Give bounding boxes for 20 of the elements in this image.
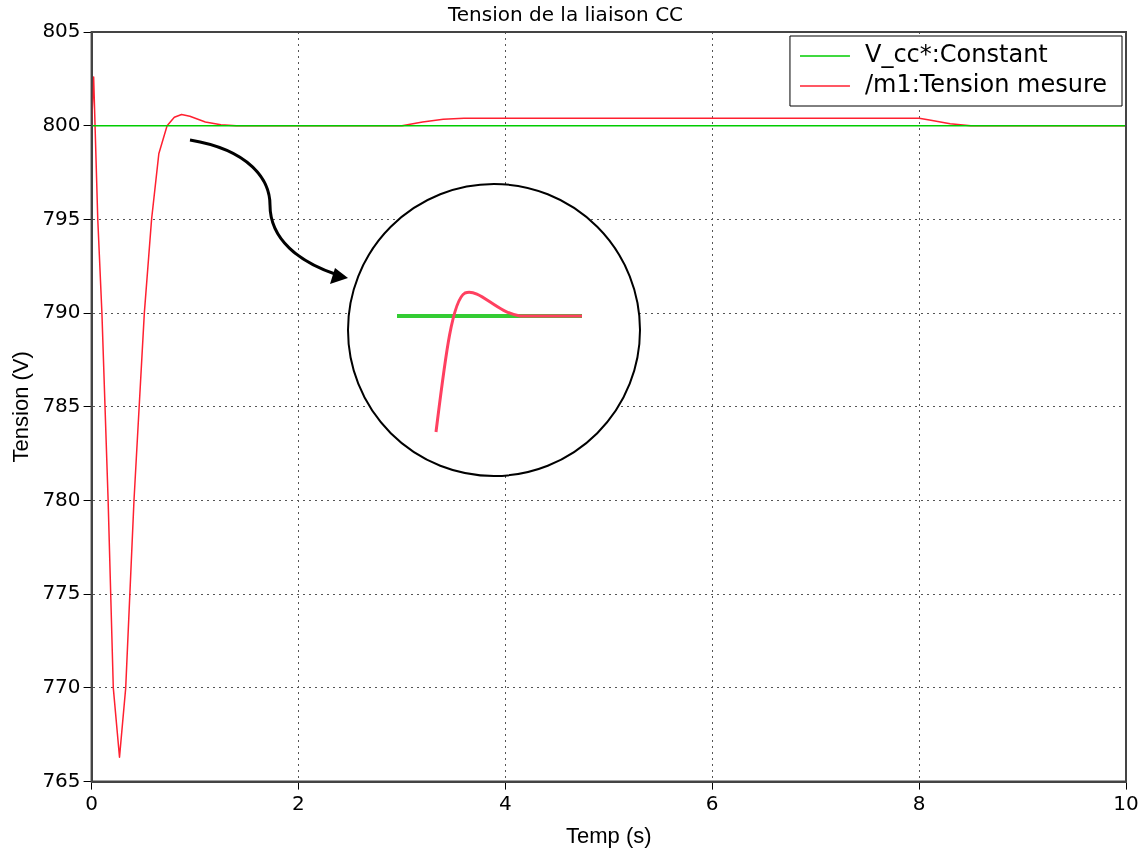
y-axis-title: Tension (V) xyxy=(8,351,34,463)
x-tick-label: 8 xyxy=(912,790,926,815)
y-tick-label: 770 xyxy=(42,674,81,699)
x-tick-label: 6 xyxy=(705,790,719,815)
x-tick-label: 0 xyxy=(85,790,98,815)
x-tick-label: 10 xyxy=(1113,790,1139,815)
y-tick-label: 800 xyxy=(42,111,81,136)
y-tick-label: 790 xyxy=(42,299,81,324)
legend-label: /m1:Tension mesure xyxy=(864,70,1108,99)
x-axis-title: Temp (s) xyxy=(566,822,652,848)
chart-title: Tension de la liaison CC xyxy=(446,2,684,27)
x-tick-label: 2 xyxy=(292,790,305,815)
y-tick-label: 765 xyxy=(42,767,81,792)
legend-label: V_cc*:Constant xyxy=(864,40,1048,69)
y-tick-label: 780 xyxy=(42,486,81,511)
x-tick-label: 4 xyxy=(498,790,512,815)
y-tick-label: 785 xyxy=(42,393,81,417)
y-tick-label: 805 xyxy=(42,18,81,43)
y-tick-label: 795 xyxy=(42,205,81,230)
y-tick-label: 775 xyxy=(42,580,81,605)
